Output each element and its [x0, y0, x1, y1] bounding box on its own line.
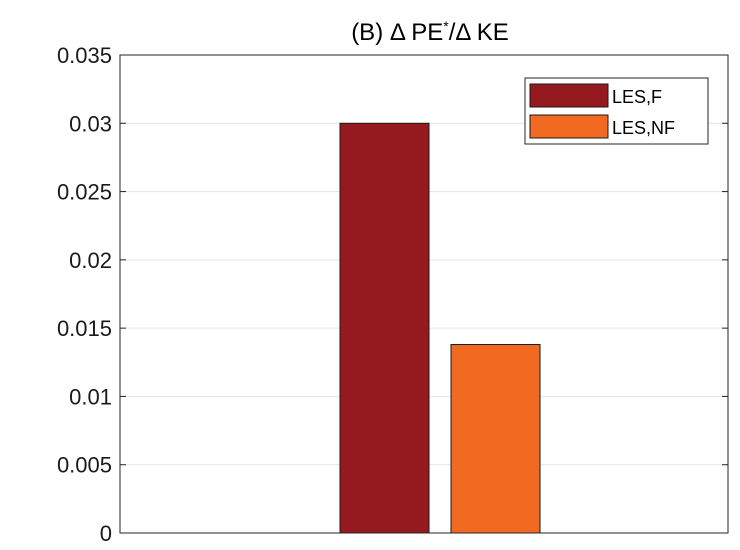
title-superscript: * [443, 18, 449, 34]
legend: LES,F LES,NF [524, 77, 709, 145]
title-delta-1: Δ [390, 19, 406, 46]
y-tick-label: 0.035 [57, 43, 112, 68]
chart-title: (B) Δ PE*/Δ KE [351, 18, 509, 46]
y-tick-label: 0.015 [57, 316, 112, 341]
legend-swatch-les-f [529, 83, 609, 108]
legend-label-les-nf: LES,NF [612, 118, 675, 138]
legend-swatch-les-nf [529, 114, 609, 139]
y-tick-label: 0.025 [57, 180, 112, 205]
title-term-2: KE [470, 19, 509, 46]
y-tick-label: 0.02 [69, 248, 112, 273]
y-tick-label: 0 [100, 521, 112, 546]
title-prefix: (B) [351, 19, 390, 46]
title-slash: / [449, 19, 456, 46]
y-tick-label: 0.03 [69, 111, 112, 136]
y-tick-label: 0.01 [69, 384, 112, 409]
bar-les-f [339, 122, 430, 534]
bars [339, 122, 541, 534]
bar-les-nf [450, 344, 541, 534]
y-axis: 0 0.005 0.01 0.015 0.02 0.025 0.03 0.035 [57, 43, 728, 546]
legend-label-les-f: LES,F [612, 87, 662, 107]
title-term-1: PE [405, 19, 444, 46]
y-tick-label: 0.005 [57, 453, 112, 478]
plot-frame [119, 54, 729, 534]
title-delta-2: Δ [455, 19, 471, 46]
